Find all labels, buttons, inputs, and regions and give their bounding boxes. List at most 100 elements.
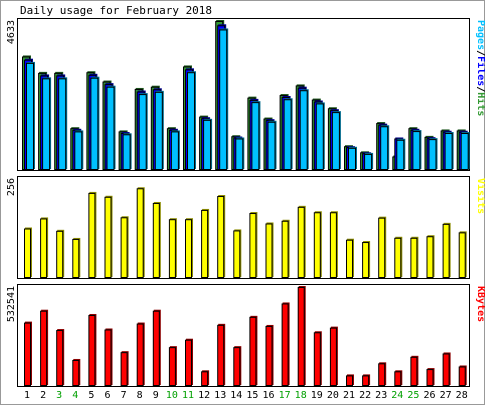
- bar-visits: [201, 209, 209, 278]
- bar-kbytes: [185, 339, 192, 386]
- bar-pages: [460, 133, 469, 170]
- bar-pages: [203, 119, 212, 170]
- bar-kbytes: [442, 353, 450, 386]
- bar-pages: [299, 90, 308, 170]
- bar-pages: [106, 86, 115, 170]
- bar-pages: [26, 62, 34, 171]
- x-tick-label-day-9: 9: [153, 390, 159, 401]
- bar-pages: [251, 102, 260, 170]
- bar-pages: [154, 91, 163, 170]
- x-tick-label-day-25: 25: [407, 390, 419, 401]
- bar-visits: [346, 239, 353, 278]
- bar-pages: [412, 131, 421, 171]
- bar-kbytes: [72, 359, 80, 387]
- bar-pages: [428, 139, 437, 171]
- bar-kbytes: [297, 287, 305, 386]
- x-tick-label-day-19: 19: [311, 390, 323, 401]
- bar-visits: [410, 237, 418, 278]
- x-tick-label-day-10: 10: [166, 390, 178, 401]
- panel-hits-legend-item: Files: [475, 56, 485, 86]
- bar-pages: [315, 103, 324, 170]
- x-tick-label-day-16: 16: [262, 390, 274, 401]
- panel-visits: 256 Visits: [6, 176, 485, 279]
- bar-kbytes: [56, 330, 64, 386]
- bar-kbytes: [329, 327, 337, 387]
- chart-title: Daily usage for February 2018: [20, 4, 212, 17]
- bar-kbytes: [410, 356, 418, 386]
- panel-kbytes-legend-item: KBytes: [475, 286, 485, 322]
- x-tick-label-day-18: 18: [295, 390, 307, 401]
- bar-pages: [444, 133, 453, 170]
- bar-pages: [364, 153, 373, 171]
- bar-pages: [283, 99, 292, 170]
- panel-hits-legend-item: /: [475, 86, 485, 92]
- bar-kbytes: [281, 303, 289, 386]
- x-tick-label-day-12: 12: [198, 390, 210, 401]
- panel-hits-legend-item: Hits: [475, 92, 485, 116]
- bar-visits: [281, 220, 289, 278]
- bar-pages: [235, 138, 244, 170]
- x-axis-day-labels: 1 2 3 4 5 6 7 8 9 10 11 12 13 14 15 16 17 18 19 20 21 22 23 24 2…: [24, 390, 468, 401]
- bar-pages: [122, 134, 131, 170]
- bar-pages: [90, 77, 99, 170]
- bar-visits: [378, 217, 386, 278]
- bar-pages: [42, 78, 51, 170]
- x-tick-label-day-2: 2: [40, 390, 46, 401]
- bar-visits: [104, 196, 112, 278]
- bar-visits: [313, 212, 321, 278]
- bar-visits: [233, 230, 241, 278]
- bar-visits: [329, 212, 337, 278]
- x-tick-label-day-8: 8: [137, 390, 143, 401]
- bar-visits: [56, 230, 64, 278]
- panel-visits-legend: Visits: [475, 178, 485, 214]
- bar-pages: [267, 121, 276, 170]
- bar-kbytes: [362, 375, 370, 386]
- panel-hits: 4633 Pages/Files/Hits: [6, 18, 485, 171]
- bar-visits: [249, 213, 257, 278]
- bar-visits: [362, 242, 370, 278]
- bar-kbytes: [426, 369, 434, 387]
- bar-visits: [265, 223, 273, 278]
- bar-kbytes: [120, 352, 128, 386]
- bar-visits: [88, 192, 96, 278]
- bar-kbytes: [88, 314, 96, 386]
- x-tick-label-day-13: 13: [214, 390, 226, 401]
- bar-visits: [217, 196, 225, 278]
- x-tick-label-day-15: 15: [246, 390, 258, 401]
- x-tick-label-day-1: 1: [24, 390, 30, 401]
- bar-kbytes: [168, 347, 176, 387]
- bar-visits: [120, 217, 128, 278]
- x-tick-label-day-14: 14: [230, 390, 242, 401]
- bar-visits: [394, 237, 402, 278]
- bar-pages: [396, 139, 405, 170]
- bar-visits: [136, 188, 144, 278]
- x-tick-label-day-23: 23: [375, 390, 387, 401]
- bar-kbytes: [136, 323, 144, 386]
- bar-pages: [380, 126, 389, 171]
- x-tick-label-day-28: 28: [456, 390, 468, 401]
- bar-kbytes: [346, 375, 353, 386]
- bar-pages: [187, 72, 195, 170]
- bar-kbytes: [104, 329, 112, 387]
- bar-pages: [331, 112, 340, 171]
- bar-kbytes: [24, 322, 31, 386]
- bar-pages: [219, 29, 228, 170]
- bar-visits: [152, 202, 160, 278]
- bar-visits: [458, 232, 466, 278]
- x-tick-label-day-26: 26: [423, 390, 435, 401]
- x-tick-label-day-17: 17: [279, 390, 291, 401]
- bar-pages: [74, 131, 83, 171]
- bar-kbytes: [201, 371, 209, 387]
- bar-kbytes: [458, 366, 466, 387]
- panel-hits-legend-item: Pages: [475, 20, 485, 50]
- bar-visits: [24, 228, 31, 278]
- bar-kbytes: [152, 310, 160, 386]
- x-tick-label-day-3: 3: [56, 390, 62, 401]
- x-tick-label-day-6: 6: [104, 390, 110, 401]
- panel-visits-legend-item: Visits: [475, 178, 485, 214]
- x-tick-label-day-11: 11: [182, 390, 194, 401]
- bar-kbytes: [249, 316, 257, 386]
- bar-kbytes: [394, 371, 402, 387]
